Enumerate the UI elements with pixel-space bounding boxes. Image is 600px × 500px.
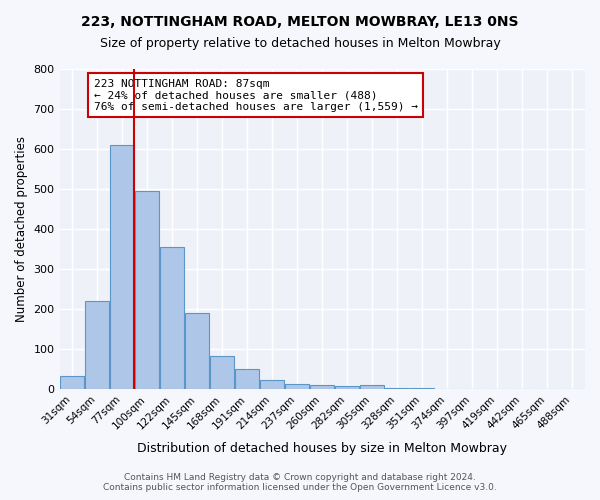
Bar — [135, 191, 159, 389]
Bar — [185, 313, 209, 389]
Bar — [235, 369, 259, 389]
Bar — [260, 380, 284, 389]
Bar — [385, 388, 409, 389]
Bar — [361, 385, 384, 389]
Bar — [85, 301, 109, 389]
Bar — [310, 385, 334, 389]
X-axis label: Distribution of detached houses by size in Melton Mowbray: Distribution of detached houses by size … — [137, 442, 507, 455]
Bar — [210, 356, 234, 389]
Bar — [160, 247, 184, 389]
Text: 223 NOTTINGHAM ROAD: 87sqm
← 24% of detached houses are smaller (488)
76% of sem: 223 NOTTINGHAM ROAD: 87sqm ← 24% of deta… — [94, 78, 418, 112]
Bar — [335, 386, 359, 389]
Bar — [410, 388, 434, 389]
Y-axis label: Number of detached properties: Number of detached properties — [15, 136, 28, 322]
Text: 223, NOTTINGHAM ROAD, MELTON MOWBRAY, LE13 0NS: 223, NOTTINGHAM ROAD, MELTON MOWBRAY, LE… — [81, 15, 519, 29]
Bar — [286, 384, 309, 389]
Bar — [60, 376, 84, 389]
Text: Size of property relative to detached houses in Melton Mowbray: Size of property relative to detached ho… — [100, 38, 500, 51]
Bar — [110, 145, 134, 389]
Text: Contains HM Land Registry data © Crown copyright and database right 2024.
Contai: Contains HM Land Registry data © Crown c… — [103, 473, 497, 492]
